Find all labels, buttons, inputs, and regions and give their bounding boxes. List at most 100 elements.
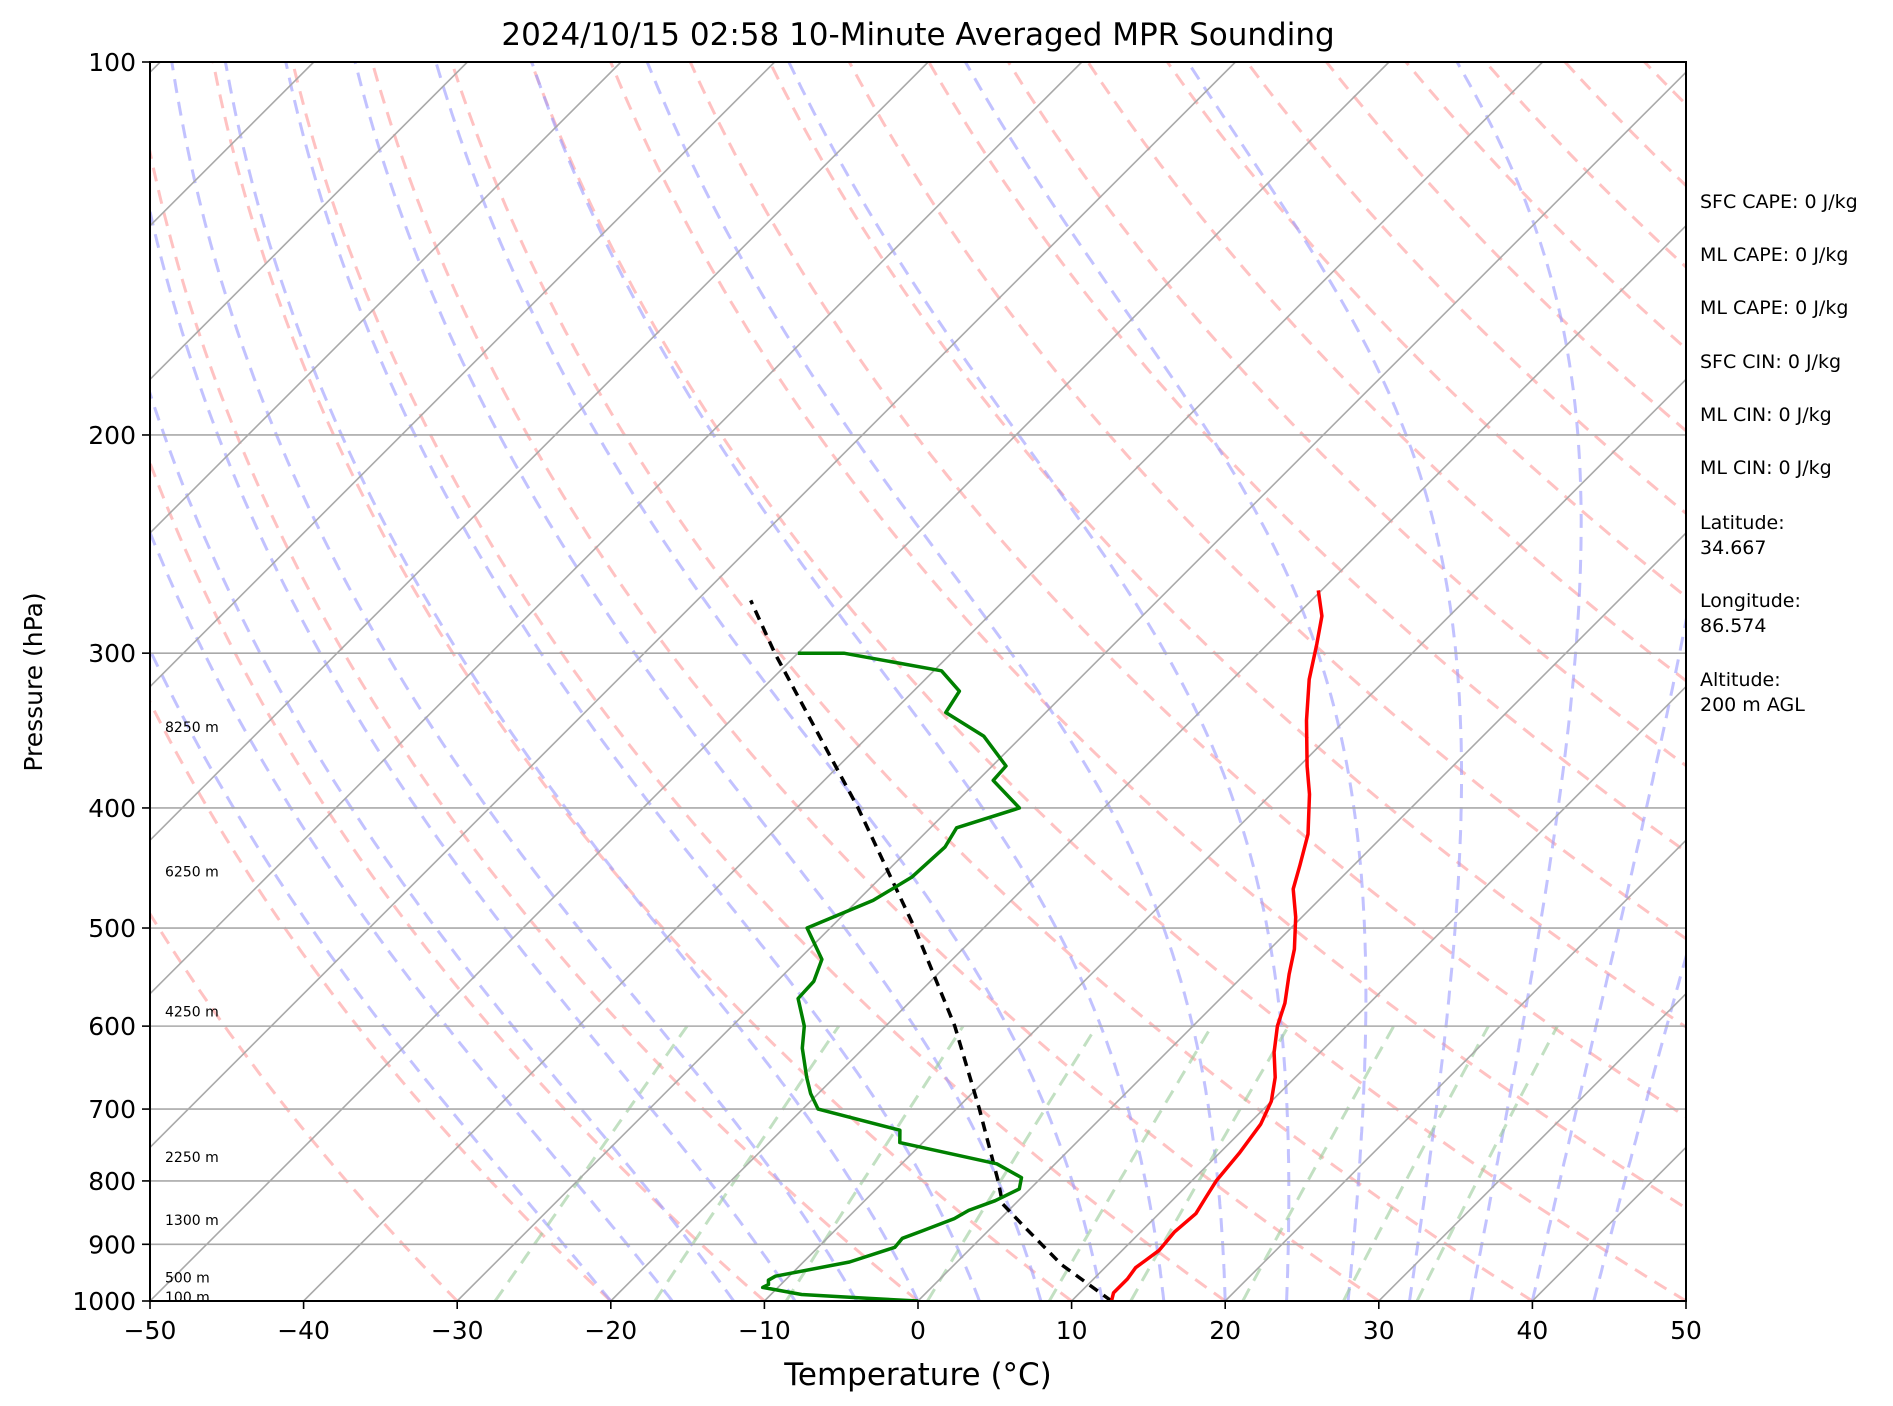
dry-adiabat-line xyxy=(688,62,1686,1119)
height-label: 2250 m xyxy=(165,1150,219,1166)
y-tick-label: 800 xyxy=(88,1167,136,1196)
stat-latitude: Latitude: 34.667 xyxy=(1700,512,1785,559)
moist-adiabat-line xyxy=(434,62,1104,1301)
dry-adiabat-line xyxy=(1007,62,1686,768)
moist-adiabat-line xyxy=(964,62,1368,1301)
stat-sfc-cape: SFC CAPE: 0 J/kg xyxy=(1700,191,1858,213)
x-tick-label: 50 xyxy=(1670,1316,1702,1345)
plot-frame xyxy=(149,61,1687,1302)
stat-ml-cape-2: ML CAPE: 0 J/kg xyxy=(1700,297,1849,319)
y-tick-label: 600 xyxy=(88,1012,136,1041)
dry-adiabat-line xyxy=(370,62,1380,1301)
dry-adiabat-line xyxy=(847,62,1686,941)
isotherm-line xyxy=(763,378,1686,1301)
dry-adiabat-line xyxy=(150,698,612,1301)
dewpoint-line xyxy=(760,651,1024,1301)
moist-adiabat-line xyxy=(284,62,981,1301)
isotherm-line xyxy=(1378,992,1686,1301)
dry-adiabat-line xyxy=(1325,62,1686,433)
x-tick-label: −20 xyxy=(584,1316,637,1345)
temperature-line xyxy=(1109,590,1324,1301)
y-tick-label: 700 xyxy=(88,1095,136,1124)
profile-lines xyxy=(749,590,1324,1301)
moist-adiabat-line xyxy=(150,528,674,1301)
moist-adiabat-line xyxy=(1186,62,1463,1301)
dry-adiabat-line xyxy=(1245,62,1686,516)
x-tick-label: 20 xyxy=(1209,1316,1241,1345)
moist-adiabat-line xyxy=(787,62,1291,1301)
x-tick-label: 30 xyxy=(1363,1316,1395,1345)
dry-adiabat-line xyxy=(1086,62,1686,683)
moist-adiabat-line xyxy=(1455,62,1583,1301)
y-tick-label: 200 xyxy=(88,421,136,450)
moist-adiabat-line xyxy=(223,62,920,1301)
x-axis-label: Temperature (°C) xyxy=(783,1357,1052,1393)
isotherm-line xyxy=(610,224,1686,1301)
stat-ml-cin: ML CIN: 0 J/kg xyxy=(1700,404,1832,426)
moist-adiabat-line xyxy=(1592,951,1686,1301)
chart-title: 2024/10/15 02:58 10-Minute Averaged MPR … xyxy=(501,17,1334,53)
moist-adiabat-line xyxy=(1530,612,1686,1301)
background-lines xyxy=(0,62,1686,1301)
isotherm-line xyxy=(150,62,776,688)
stat-ml-cin-2: ML CIN: 0 J/kg xyxy=(1700,457,1832,479)
mixing-ratio-line xyxy=(926,1025,1098,1301)
x-tick-label: −40 xyxy=(277,1316,330,1345)
stat-ml-cape: ML CAPE: 0 J/kg xyxy=(1700,244,1849,266)
isotherm-line xyxy=(150,62,1083,995)
isotherm-line xyxy=(1224,839,1686,1301)
isotherm-line xyxy=(303,62,1544,1301)
dry-adiabat-line xyxy=(291,62,1227,1301)
dry-adiabat-line xyxy=(450,62,1534,1301)
dry-adiabat-line xyxy=(768,62,1686,1029)
dry-adiabat-line xyxy=(529,62,1686,1301)
moist-adiabat-line xyxy=(150,204,797,1301)
stat-altitude: Altitude: 200 m AGL xyxy=(1700,669,1805,716)
parcel-profile-line xyxy=(749,599,1113,1301)
isotherm-line xyxy=(150,62,468,381)
x-tick-label: −30 xyxy=(431,1316,484,1345)
y-tick-label: 500 xyxy=(88,914,136,943)
x-tick-label: 40 xyxy=(1516,1316,1548,1345)
moist-adiabat-line xyxy=(530,62,1166,1301)
stat-sfc-cin: SFC CIN: 0 J/kg xyxy=(1700,351,1842,373)
isotherm-line xyxy=(0,62,7,1301)
x-tick-label: −10 xyxy=(738,1316,791,1345)
y-tick-label: 400 xyxy=(88,794,136,823)
moist-adiabat-line xyxy=(645,62,1227,1301)
moist-adiabat-line xyxy=(353,62,1043,1301)
isotherm-line xyxy=(150,62,929,842)
mixing-ratio-line xyxy=(1415,1025,1559,1301)
height-label: 6250 m xyxy=(165,864,219,880)
y-tick-label: 1000 xyxy=(72,1287,136,1316)
height-label: 100 m xyxy=(165,1290,210,1306)
x-axis-ticks: −50 −40 −30 −20 −10 0 10 20 30 40 50 xyxy=(124,1301,1702,1345)
dry-adiabat-line xyxy=(150,144,919,1301)
y-axis-ticks: 100 200 300 400 500 600 700 800 900 1000 xyxy=(72,48,150,1316)
x-tick-label: 0 xyxy=(910,1316,926,1345)
isotherm-line xyxy=(150,62,1390,1301)
height-label: 1300 m xyxy=(165,1213,219,1229)
isotherm-line xyxy=(917,531,1686,1301)
moist-adiabat-line xyxy=(150,646,612,1301)
y-tick-label: 900 xyxy=(88,1230,136,1259)
stat-longitude: Longitude: 86.574 xyxy=(1700,590,1801,637)
x-tick-label: 10 xyxy=(1056,1316,1088,1345)
mixing-ratio-line xyxy=(784,1025,965,1301)
y-tick-label: 300 xyxy=(88,639,136,668)
y-axis-label: Pressure (hPa) xyxy=(19,592,48,771)
x-tick-label: −50 xyxy=(124,1316,177,1345)
moist-adiabat-line xyxy=(150,388,735,1301)
height-label: 8250 m xyxy=(165,720,219,736)
y-tick-label: 100 xyxy=(88,48,136,77)
dry-adiabat-line xyxy=(609,62,1686,1210)
height-label: 500 m xyxy=(165,1270,210,1286)
mixing-ratio-line xyxy=(493,1025,689,1301)
dry-adiabat-line xyxy=(150,458,766,1301)
isotherm-line xyxy=(150,62,1236,1149)
height-label: 4250 m xyxy=(165,1005,219,1021)
dry-adiabat-line xyxy=(150,911,459,1301)
isotherm-line xyxy=(150,62,622,535)
isotherm-line xyxy=(1071,685,1686,1301)
